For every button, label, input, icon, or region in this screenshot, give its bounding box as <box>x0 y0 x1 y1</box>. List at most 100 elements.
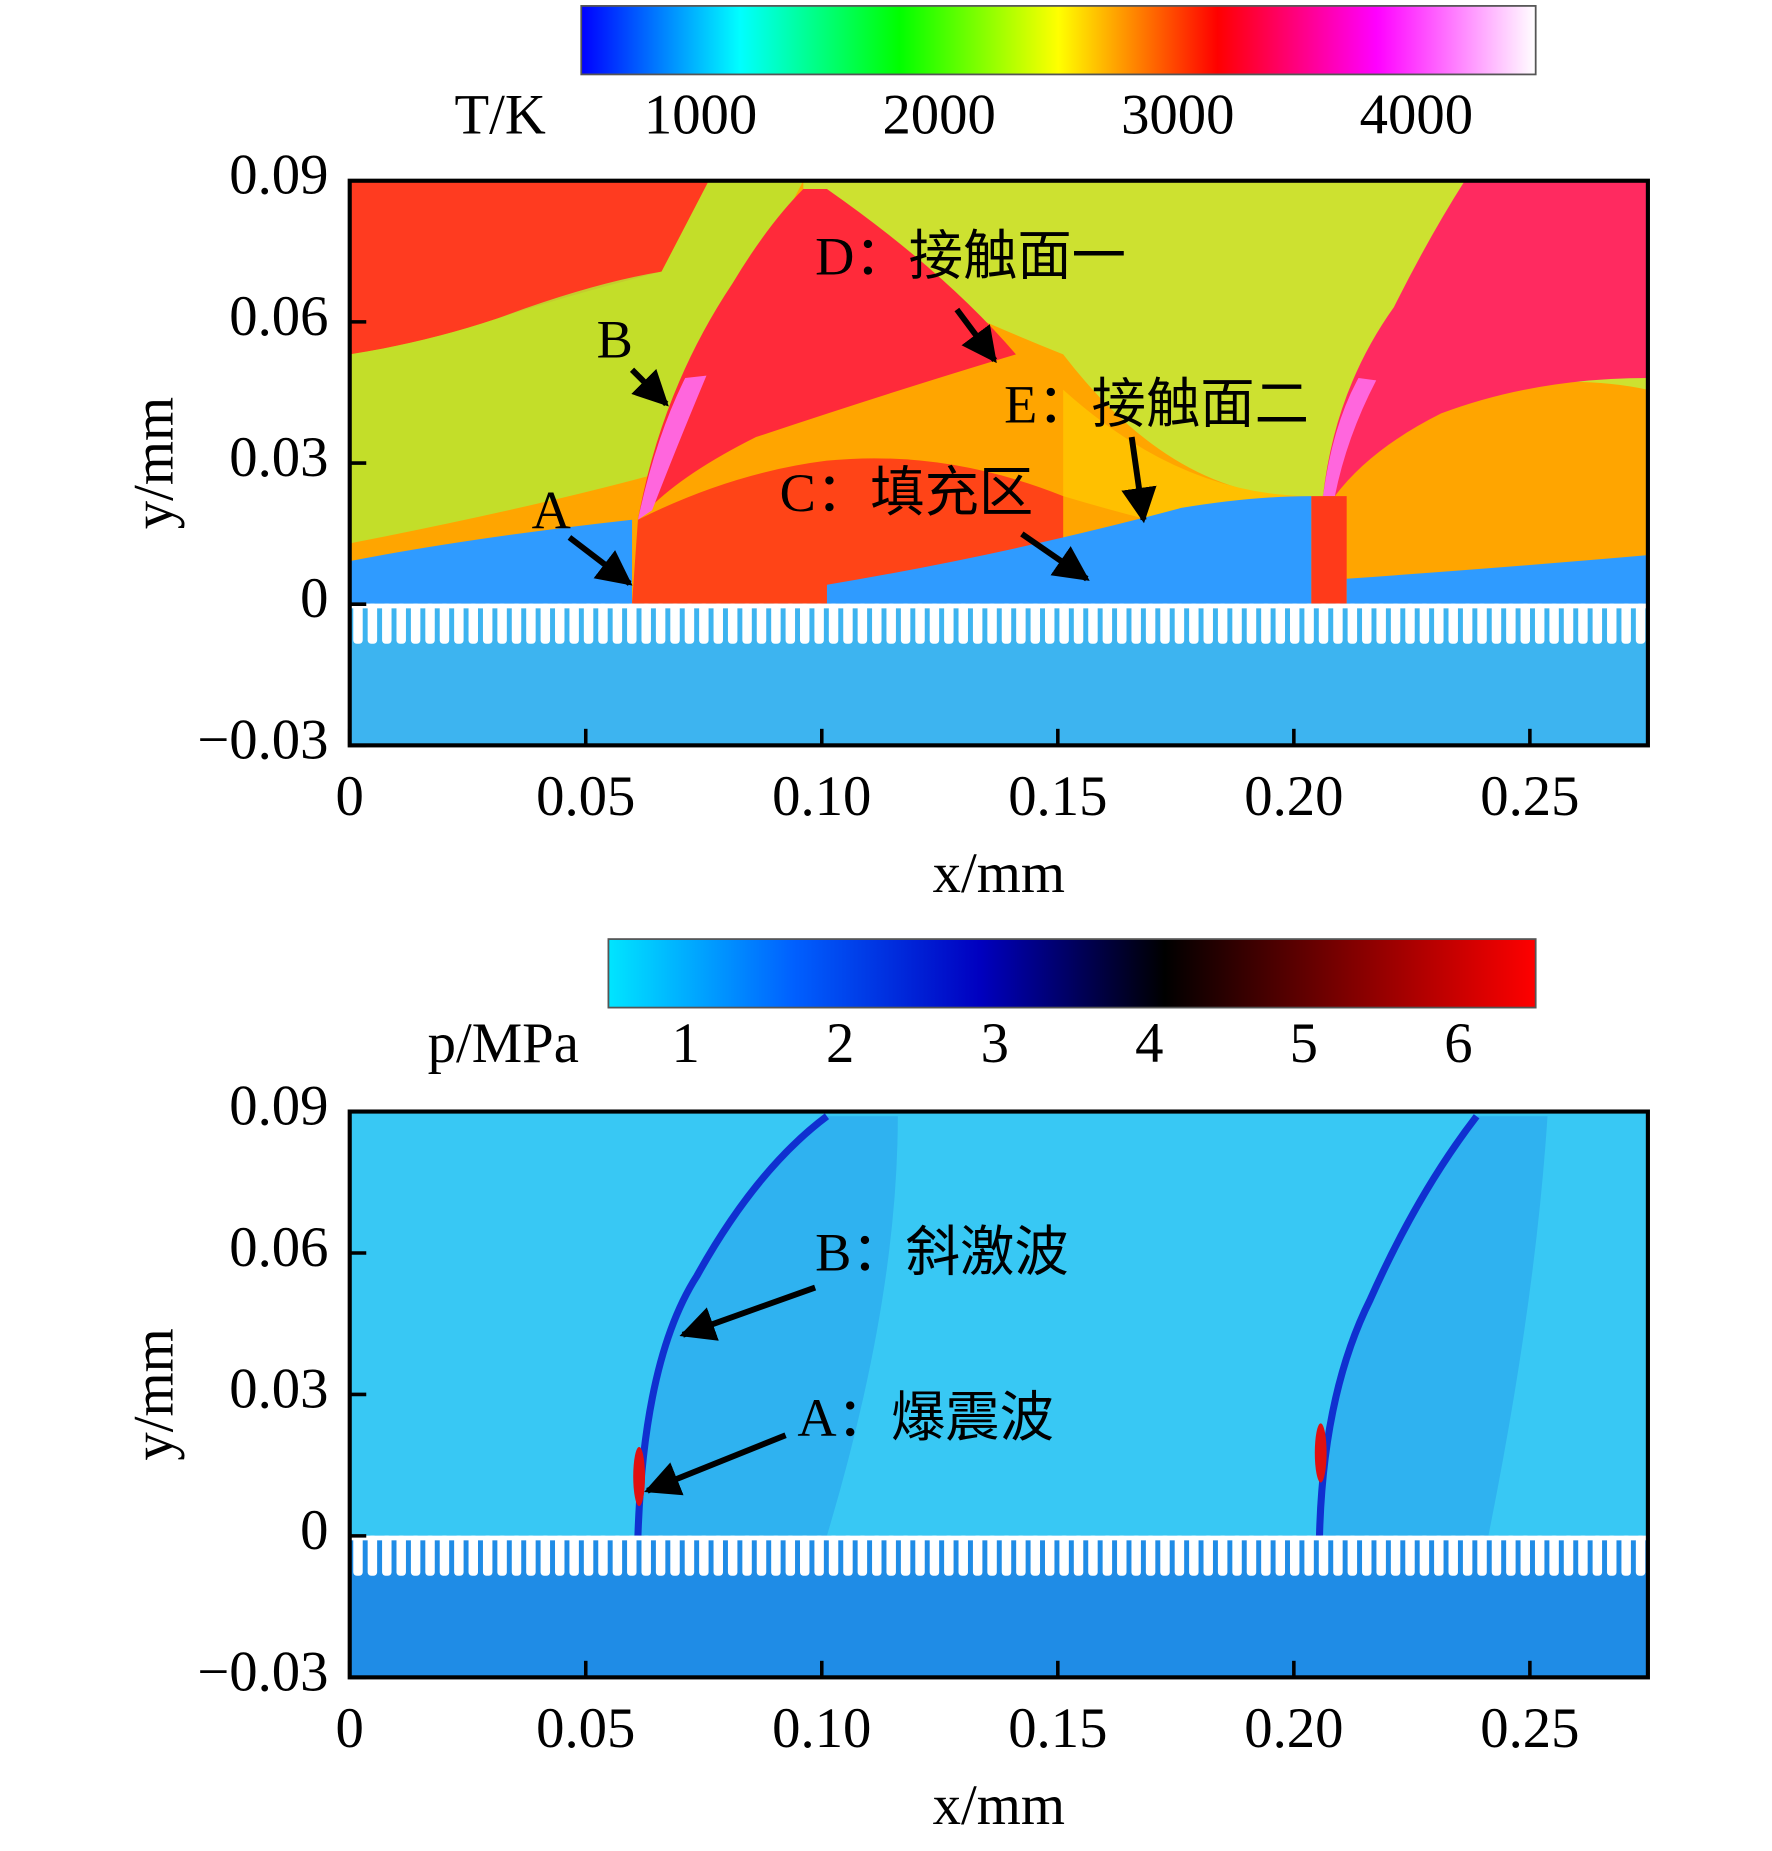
annotation: D：接触面一 <box>815 227 1126 287</box>
wall-slot <box>1289 603 1300 644</box>
wall-slot <box>929 1535 940 1576</box>
wall-slot <box>800 603 810 644</box>
wall-slot <box>1419 603 1430 644</box>
wall-slot <box>454 1535 464 1576</box>
wall-slot <box>1275 1535 1286 1576</box>
wall-slot <box>1044 603 1055 644</box>
wall-slot <box>987 603 997 644</box>
wall-slot <box>1419 1535 1430 1576</box>
wall-slot <box>1405 1535 1415 1576</box>
wall-slot <box>1491 603 1502 644</box>
x-tick-label: 0 <box>336 1697 364 1760</box>
wall-slot <box>1462 1535 1473 1576</box>
wall-slot <box>1304 603 1314 644</box>
wall-slot <box>756 603 767 644</box>
wall-slot <box>713 603 723 644</box>
wall-slot <box>1621 1535 1631 1576</box>
wall-slot <box>1217 603 1228 644</box>
y-tick-label: −0.03 <box>197 1640 328 1703</box>
wall-slot <box>1549 603 1559 644</box>
wall-slot <box>944 1535 954 1576</box>
wall-slot <box>915 603 925 644</box>
wall-slot <box>828 1535 839 1576</box>
wall-slot <box>958 603 968 644</box>
wall-slot <box>353 1535 363 1576</box>
wall-slot <box>367 603 378 644</box>
wall-slot <box>972 1535 983 1576</box>
x-tick-label: 0.25 <box>1480 765 1579 828</box>
wall-slot <box>1506 1535 1516 1576</box>
colorbar-tick-label: 4000 <box>1360 84 1473 147</box>
wall-slot <box>1578 603 1588 644</box>
y-tick-label: 0 <box>300 567 328 630</box>
wall-slot <box>684 603 695 644</box>
wall-slot <box>497 1535 507 1576</box>
wall-slot <box>1189 1535 1199 1576</box>
wall-slot <box>1030 1535 1041 1576</box>
wall-slot <box>1001 1535 1012 1576</box>
colorbar-label: T/K <box>454 84 545 147</box>
wall-slot <box>382 603 392 644</box>
colorbar-label: p/MPa <box>428 1012 579 1075</box>
wall-slot <box>1592 603 1603 644</box>
wall-slot <box>1073 603 1084 644</box>
wall-slot <box>800 1535 810 1576</box>
wall-slot <box>1362 1535 1372 1576</box>
wall-slot <box>843 1535 853 1576</box>
wall-slot <box>857 1535 868 1576</box>
annotation: B <box>597 309 633 369</box>
y-tick-label: 0.03 <box>229 426 328 489</box>
wall-slot <box>1102 1535 1113 1576</box>
wall-slot <box>785 603 796 644</box>
wall-slot <box>900 1535 911 1576</box>
annotation: A <box>532 481 571 541</box>
wall-slot <box>684 1535 695 1576</box>
arrow <box>679 1284 817 1341</box>
wall-slot <box>1102 603 1113 644</box>
wall-slot <box>482 603 493 644</box>
wall-slot <box>1304 1535 1314 1576</box>
wall-slot <box>670 1535 680 1576</box>
wall-slot <box>1390 603 1401 644</box>
colorbar-tick-label: 1000 <box>644 84 757 147</box>
wall-slot <box>1246 603 1257 644</box>
wall-slot <box>1160 603 1170 644</box>
wall-slot <box>627 603 637 644</box>
arrow <box>1121 436 1157 524</box>
wall-slot <box>1044 1535 1055 1576</box>
wall-slot <box>1059 1535 1069 1576</box>
wall-slot <box>742 1535 752 1576</box>
wall-slot <box>1390 1535 1401 1576</box>
wall-slot <box>1534 603 1545 644</box>
wall-slot <box>915 1535 925 1576</box>
wall-slot <box>1203 603 1213 644</box>
wall-slot <box>699 603 709 644</box>
wall-slot <box>1506 603 1516 644</box>
arrow <box>954 307 998 364</box>
wall-slot <box>1621 603 1631 644</box>
wall-slot <box>583 603 594 644</box>
wall-slot <box>785 1535 796 1576</box>
y-tick-label: 0.06 <box>229 285 328 348</box>
wall-slot <box>1520 603 1531 644</box>
wall-slot <box>958 1535 968 1576</box>
wall-slot <box>1088 1535 1098 1576</box>
plot-frame <box>347 178 1650 748</box>
wall-slot <box>872 1535 882 1576</box>
wall-slot <box>857 603 868 644</box>
annotation: C：填充区 <box>780 463 1034 523</box>
wall-slot <box>367 1535 378 1576</box>
arrow <box>567 535 633 586</box>
wall-slot <box>1275 603 1286 644</box>
wall-slot <box>1563 1535 1574 1576</box>
arrow <box>1020 531 1090 582</box>
wall-edge <box>349 1535 1648 1541</box>
wall-slot <box>828 603 839 644</box>
wall-slot <box>1160 1535 1170 1576</box>
y-tick-label: 0 <box>300 1499 328 1562</box>
wall-slot <box>1434 603 1444 644</box>
wall-slot <box>1362 603 1372 644</box>
wall-slot <box>1520 1535 1531 1576</box>
wall-slot <box>425 1535 435 1576</box>
x-tick-label: 0.10 <box>772 1697 871 1760</box>
